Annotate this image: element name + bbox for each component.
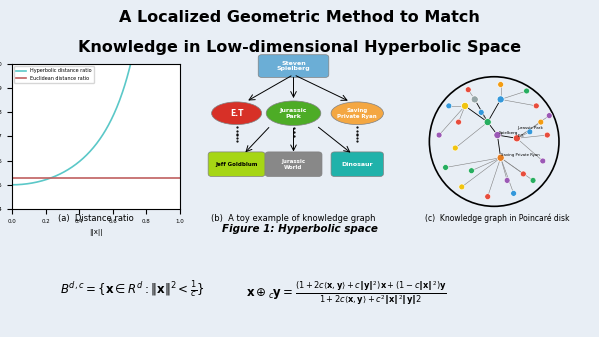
X-axis label: ||x||: ||x|| — [89, 229, 102, 236]
Hyperbolic distance ratio — [176, 62, 183, 66]
Circle shape — [468, 168, 474, 174]
FancyBboxPatch shape — [265, 152, 322, 177]
Circle shape — [527, 129, 533, 135]
Circle shape — [484, 119, 491, 126]
Text: E.T: E.T — [230, 109, 243, 118]
Circle shape — [497, 96, 504, 103]
Text: (a)  Distance ratio: (a) Distance ratio — [58, 214, 134, 223]
Euclidean distance ratio — [176, 176, 183, 180]
Circle shape — [498, 82, 504, 87]
Text: A Localized Geometric Method to Match: A Localized Geometric Method to Match — [119, 10, 480, 25]
Circle shape — [524, 88, 530, 94]
Text: Figure 1: Hyperbolic space: Figure 1: Hyperbolic space — [222, 224, 377, 234]
FancyBboxPatch shape — [258, 55, 329, 78]
Text: Steven
Spielberg: Steven Spielberg — [277, 61, 310, 71]
Text: Saving Private Ryan: Saving Private Ryan — [501, 153, 540, 157]
Legend: Hyperbolic distance ratio, Euclidean distance ratio: Hyperbolic distance ratio, Euclidean dis… — [14, 66, 93, 83]
Text: Jurassic
Park: Jurassic Park — [280, 108, 307, 119]
Circle shape — [546, 113, 552, 119]
Circle shape — [459, 184, 465, 190]
Hyperbolic distance ratio — [9, 183, 16, 187]
Text: $B^{d,c} = \{\mathbf{x} \in R^d : \|\mathbf{x}\|^2 < \frac{1}{c}\}$: $B^{d,c} = \{\mathbf{x} \in R^d : \|\mat… — [60, 280, 205, 300]
Circle shape — [533, 103, 539, 109]
Euclidean distance ratio — [108, 176, 115, 180]
FancyBboxPatch shape — [208, 152, 265, 177]
Ellipse shape — [266, 101, 321, 125]
Circle shape — [443, 164, 449, 171]
Circle shape — [504, 178, 510, 183]
Circle shape — [471, 96, 478, 103]
FancyBboxPatch shape — [331, 152, 383, 177]
Text: $\mathbf{x} \oplus_c \mathbf{y} = \frac{(1 + 2c\langle\mathbf{x}, \mathbf{y}\ran: $\mathbf{x} \oplus_c \mathbf{y} = \frac{… — [246, 280, 446, 307]
Circle shape — [456, 119, 461, 125]
Circle shape — [461, 102, 468, 110]
Line: Hyperbolic distance ratio: Hyperbolic distance ratio — [12, 64, 180, 185]
Circle shape — [452, 145, 458, 151]
Circle shape — [465, 87, 471, 93]
Circle shape — [436, 132, 442, 138]
Text: Spielberg: Spielberg — [499, 131, 518, 135]
Text: Jeff Goldblum: Jeff Goldblum — [216, 162, 258, 167]
Text: Dinosaur: Dinosaur — [341, 162, 373, 167]
Text: (b)  A toy example of knowledge graph: (b) A toy example of knowledge graph — [211, 214, 376, 223]
Hyperbolic distance ratio — [128, 62, 135, 66]
Text: Knowledge in Low-dimensional Hyperbolic Space: Knowledge in Low-dimensional Hyperbolic … — [78, 40, 521, 56]
Circle shape — [494, 131, 501, 139]
Hyperbolic distance ratio — [108, 118, 115, 122]
Ellipse shape — [331, 102, 383, 125]
Circle shape — [511, 190, 516, 196]
Circle shape — [513, 135, 521, 142]
Circle shape — [446, 103, 452, 109]
Euclidean distance ratio — [108, 176, 116, 180]
Euclidean distance ratio — [8, 176, 16, 180]
Circle shape — [497, 154, 504, 161]
Circle shape — [538, 119, 544, 125]
Hyperbolic distance ratio — [161, 62, 168, 66]
Hyperbolic distance ratio — [108, 117, 116, 121]
Circle shape — [544, 132, 550, 138]
Text: Jurassic
World: Jurassic World — [282, 159, 305, 170]
Circle shape — [478, 110, 484, 115]
Euclidean distance ratio — [150, 176, 157, 180]
Hyperbolic distance ratio — [111, 111, 118, 115]
Hyperbolic distance ratio — [150, 62, 158, 66]
Text: (c)  Knowledge graph in Poincaré disk: (c) Knowledge graph in Poincaré disk — [425, 214, 570, 223]
Circle shape — [485, 194, 491, 200]
Hyperbolic distance ratio — [8, 183, 16, 187]
Text: E.T.: E.T. — [518, 134, 525, 138]
Text: Jurassic Park: Jurassic Park — [517, 126, 543, 130]
Circle shape — [540, 158, 546, 164]
Text: Saving
Private Ryan: Saving Private Ryan — [337, 108, 377, 119]
Circle shape — [530, 178, 536, 183]
Euclidean distance ratio — [9, 176, 16, 180]
Ellipse shape — [211, 102, 262, 125]
Euclidean distance ratio — [111, 176, 118, 180]
Euclidean distance ratio — [161, 176, 168, 180]
Circle shape — [521, 171, 527, 177]
